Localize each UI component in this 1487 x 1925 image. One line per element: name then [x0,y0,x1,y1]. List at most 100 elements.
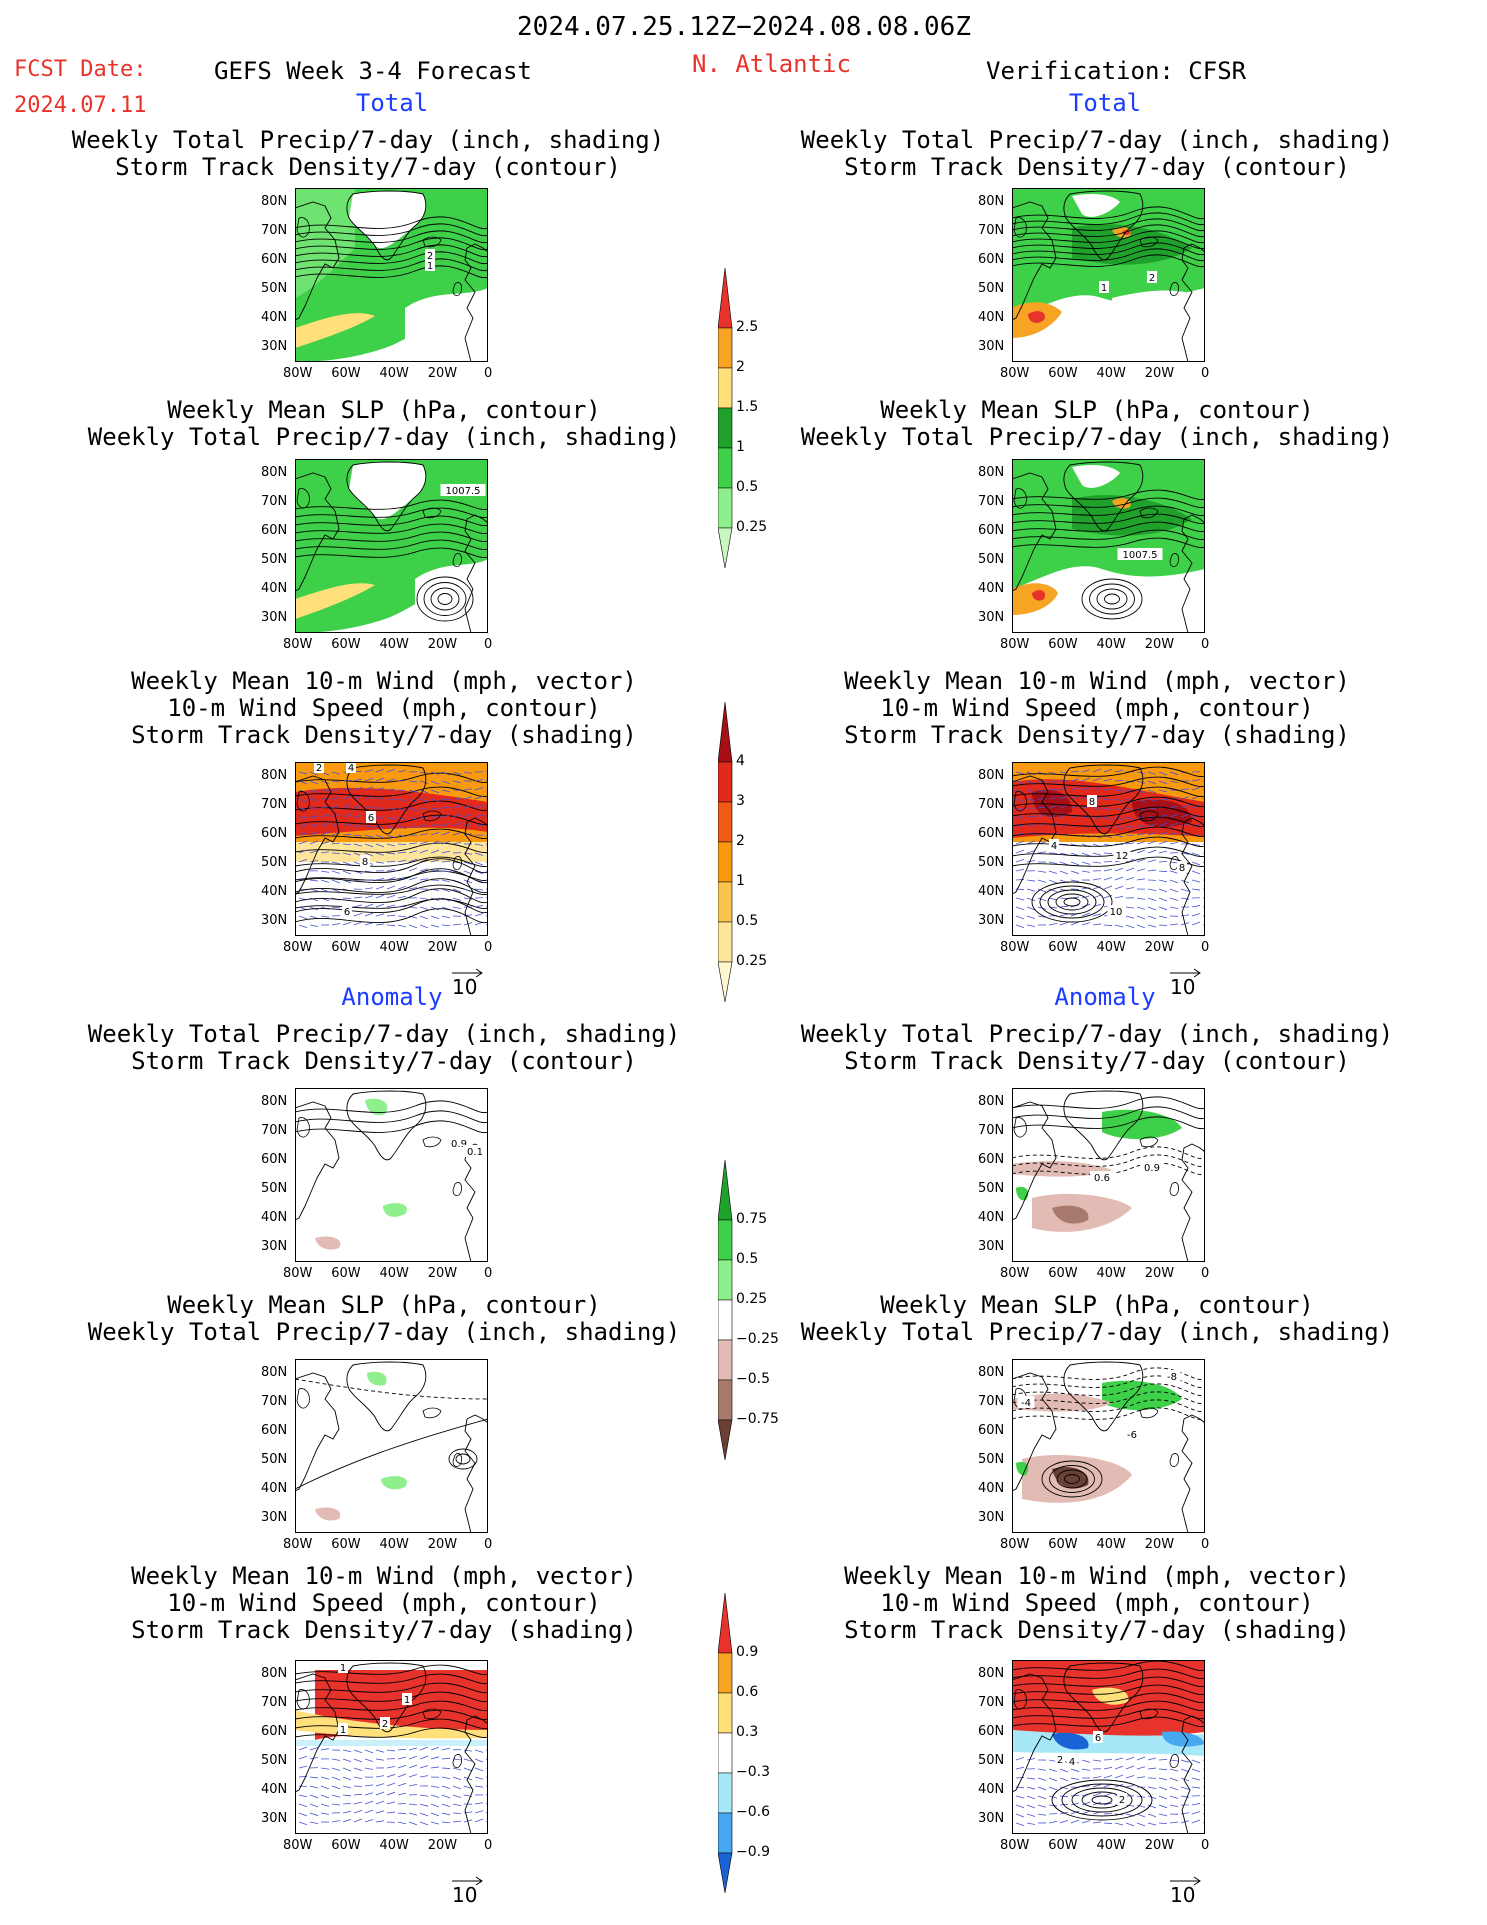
title-f-ap: Weekly Total Precip/7-day (inch, shading… [87,1020,681,1075]
y-tick-label: 70N [261,1394,288,1409]
svg-text:-4: -4 [1021,1398,1031,1409]
contour-label: 8 [1177,861,1187,874]
x-tick-label: 80W [1000,366,1030,381]
x-tick-label: 40W [379,940,409,955]
y-tick-label: 60N [261,1423,288,1438]
y-tick-label: 70N [261,797,288,812]
y-tick-label: 70N [978,1695,1005,1710]
colorbar-label: −0.25 [736,1331,779,1347]
x-tick-label: 0 [484,1838,493,1853]
x-tick-label: 80W [1000,1537,1030,1552]
svg-text:-6: -6 [1127,1430,1137,1441]
map-verification-total-slp-precip: 1007.5 80W 60W 40W 20W 0 80N 70N 60N 50N 40N 30N [978,459,1209,652]
colorbar-label: 0.5 [736,479,759,495]
contour-label: 12 [1113,849,1131,862]
contour-label: 4 [1067,1755,1077,1768]
x-tick-label: 20W [1144,940,1175,955]
colorbar-label: 0.25 [736,519,768,535]
contour-label: 1 [338,1723,348,1736]
colorbar-label: 0.9 [736,1644,759,1660]
y-tick-label: 70N [978,1394,1005,1409]
y-tick-label: 30N [978,913,1005,928]
contour-label: -6 [1123,1428,1141,1441]
x-tick-label: 0 [1201,1537,1210,1552]
contour-label: 6 [366,811,376,824]
x-tick-label: 0 [484,637,493,652]
contour-label: 8 [360,855,370,868]
x-tick-label: 40W [379,637,409,652]
contour-label: 1 [1099,281,1109,294]
colorbar-swatches [718,1160,733,1461]
map-plot [295,1359,488,1533]
y-tick-label: 80N [978,1365,1005,1380]
y-tick-label: 80N [261,465,288,480]
title-f-aw: Weekly Mean 10-m Wind (mph, vector) 10-m … [131,1562,637,1644]
y-tick-label: 80N [978,194,1005,209]
y-tick-label: 30N [978,339,1005,354]
colorbar-label: 2 [736,833,745,849]
y-tick-label: 50N [978,1181,1005,1196]
x-tick-label: 80W [1000,940,1030,955]
svg-text:1: 1 [340,1725,346,1736]
y-tick-label: 70N [261,494,288,509]
svg-text:1007.5: 1007.5 [446,486,481,497]
title-f-tw: Weekly Mean 10-m Wind (mph, vector) 10-m … [131,667,637,749]
y-tick-label: 50N [261,1753,288,1768]
y-tick-label: 30N [261,1239,288,1254]
svg-text:2: 2 [382,1719,388,1730]
contour-label: 4 [1049,839,1059,852]
contour-label: 1007.5 [440,484,486,497]
contour-label: 2 [425,249,435,262]
y-tick-label: 30N [978,1239,1005,1254]
colorbar-swatches [718,1593,733,1894]
svg-text:1007.5: 1007.5 [1123,550,1158,561]
y-tick-label: 60N [261,252,288,267]
y-tick-label: 70N [978,1123,1005,1138]
colorbar-label: 2 [736,359,745,375]
svg-text:1: 1 [404,1695,410,1706]
x-tick-label: 0 [484,940,493,955]
x-tick-label: 80W [1000,1838,1030,1853]
y-tick-label: 30N [261,1510,288,1525]
colorbar-label: −0.3 [736,1764,770,1780]
map-forecast-anomaly-slp-precip: 80W 60W 40W 20W 0 80N 70N 60N 50N 40N 30N [261,1359,492,1552]
x-tick-label: 60W [1048,1838,1078,1853]
vector-ref-f-aw: 10 [452,1876,483,1907]
y-tick-label: 40N [261,581,288,596]
x-tick-label: 60W [1048,1266,1078,1281]
title-v-tw: Weekly Mean 10-m Wind (mph, vector) 10-m … [844,667,1350,749]
map-plot: 2 4 6 8 6 [295,762,488,936]
y-tick-label: 60N [261,1152,288,1167]
map-forecast-anomaly-wind-storm: 1 1 2 1 80W 60W 40W 20W 0 80N 70N 60N 50N 40N 30N [261,1660,492,1853]
y-tick-label: 70N [978,797,1005,812]
svg-text:6: 6 [344,907,350,918]
y-tick-label: 60N [261,1724,288,1739]
svg-text:6: 6 [1095,1733,1101,1744]
svg-text:4: 4 [1069,1757,1075,1768]
x-tick-label: 0 [1201,940,1210,955]
contour-label: 6 [1093,1731,1103,1744]
colorbar-label: 0.3 [736,1724,759,1740]
svg-text:2: 2 [316,763,322,774]
x-tick-label: 80W [283,637,313,652]
svg-text:6: 6 [368,813,374,824]
map-plot: 0.90.1 [295,1088,488,1262]
title-f-ts: Weekly Mean SLP (hPa, contour) Weekly Tot… [87,396,681,451]
y-tick-label: 30N [978,610,1005,625]
x-tick-label: 20W [427,940,458,955]
x-tick-label: 20W [1144,1266,1175,1281]
y-tick-label: 50N [978,855,1005,870]
colorbar-label: 4 [736,753,745,769]
y-tick-label: 40N [978,310,1005,325]
x-tick-label: 0 [1201,1266,1210,1281]
y-tick-label: 60N [978,826,1005,841]
x-tick-label: 20W [427,1838,458,1853]
contour-label: 0.6 [1090,1171,1114,1184]
y-tick-label: 50N [978,1452,1005,1467]
y-tick-label: 60N [261,523,288,538]
colorbar-label: 0.25 [736,953,768,969]
y-tick-label: 80N [261,1365,288,1380]
map-verification-total-wind-storm: 8 4 12 10 8 80W 60W 40W 20W 0 80N 70N 60N 50N 40N 30N [978,762,1209,955]
x-tick-label: 0 [1201,637,1210,652]
total-label-right: Total [1068,89,1142,117]
